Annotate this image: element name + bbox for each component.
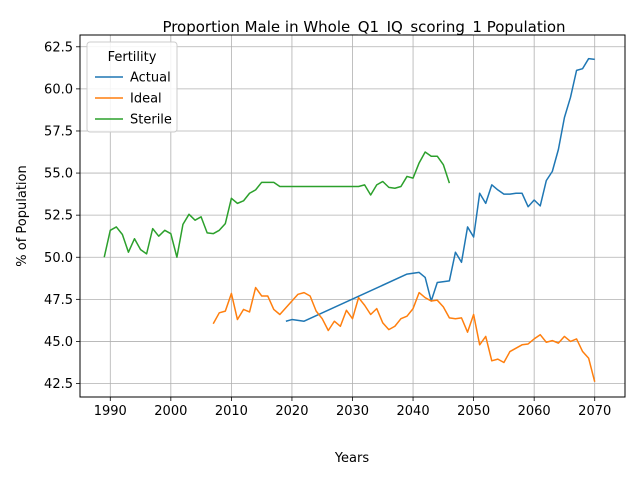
legend-title: Fertility bbox=[108, 50, 157, 65]
y-tick-label: 57.5 bbox=[44, 124, 73, 139]
x-tick-label: 2000 bbox=[154, 404, 187, 419]
x-tick-label: 2060 bbox=[518, 404, 551, 419]
legend: Fertility Actual Ideal Sterile bbox=[86, 41, 178, 133]
grid-lines bbox=[80, 35, 625, 397]
x-axis-label: Years bbox=[334, 451, 370, 466]
x-tick-label: 2040 bbox=[397, 404, 430, 419]
legend-items: Actual Ideal Sterile bbox=[95, 71, 172, 128]
y-tick-label: 42.5 bbox=[44, 377, 73, 392]
series-line-ideal bbox=[212, 286, 596, 383]
x-tick-label: 2030 bbox=[336, 404, 369, 419]
x-tick-label: 1990 bbox=[94, 404, 127, 419]
x-tick-label: 2020 bbox=[275, 404, 308, 419]
series-line-actual bbox=[285, 57, 595, 322]
y-tick-label: 45.0 bbox=[44, 335, 73, 350]
axis-ticks: 1990 2000 2010 2020 2030 2040 2050 2060 2070 42.5… bbox=[44, 40, 611, 419]
y-axis-label: % of Population bbox=[15, 165, 30, 266]
legend-label-sterile: Sterile bbox=[130, 113, 172, 128]
y-tick-label: 55.0 bbox=[44, 167, 73, 182]
chart-title: Proportion Male in Whole_Q1_IQ_scoring_1… bbox=[162, 18, 565, 37]
y-tick-label: 47.5 bbox=[44, 293, 73, 308]
y-tick-label: 50.0 bbox=[44, 251, 73, 266]
x-tick-label: 2070 bbox=[578, 404, 611, 419]
y-tick-label: 52.5 bbox=[44, 209, 73, 224]
legend-label-ideal: Ideal bbox=[130, 92, 162, 107]
y-tick-label: 60.0 bbox=[44, 82, 73, 97]
data-series bbox=[103, 57, 596, 383]
legend-label-actual: Actual bbox=[130, 71, 171, 86]
x-tick-label: 2050 bbox=[457, 404, 490, 419]
series-line-sterile bbox=[103, 151, 451, 258]
legend-box bbox=[86, 41, 178, 133]
y-tick-label: 62.5 bbox=[44, 40, 73, 55]
x-tick-label: 2010 bbox=[215, 404, 248, 419]
